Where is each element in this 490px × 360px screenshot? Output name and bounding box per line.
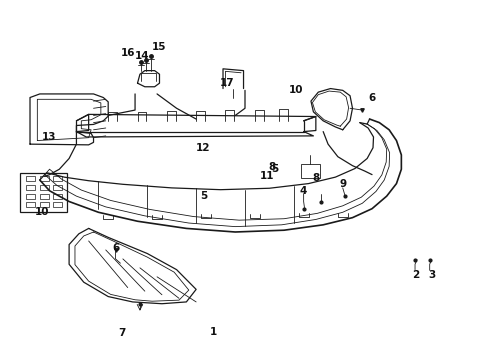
Text: 6: 6 — [112, 243, 119, 253]
Text: 14: 14 — [135, 51, 150, 61]
Text: 5: 5 — [200, 191, 207, 201]
Text: 5: 5 — [270, 164, 278, 174]
Bar — [53, 194, 62, 199]
Bar — [26, 185, 35, 190]
Bar — [40, 194, 49, 199]
Text: 10: 10 — [289, 85, 303, 95]
Text: 6: 6 — [368, 93, 376, 103]
Text: 15: 15 — [152, 42, 167, 52]
Text: 16: 16 — [121, 48, 135, 58]
Text: 1: 1 — [210, 327, 217, 337]
Text: 13: 13 — [42, 132, 57, 142]
Text: 10: 10 — [35, 207, 49, 217]
Text: 2: 2 — [413, 270, 419, 280]
Text: 4: 4 — [300, 186, 307, 196]
Text: 11: 11 — [260, 171, 274, 181]
Text: 12: 12 — [196, 143, 211, 153]
Bar — [26, 202, 35, 207]
Text: 3: 3 — [428, 270, 435, 280]
Text: 7: 7 — [118, 328, 125, 338]
Bar — [301, 164, 320, 178]
Bar — [53, 185, 62, 190]
Bar — [40, 202, 49, 207]
Bar — [20, 173, 67, 212]
Text: 17: 17 — [220, 78, 235, 88]
Text: 9: 9 — [339, 179, 346, 189]
Bar — [40, 176, 49, 181]
Bar — [40, 185, 49, 190]
Bar — [26, 176, 35, 181]
Text: 8: 8 — [268, 162, 275, 172]
Bar — [53, 176, 62, 181]
Bar — [53, 202, 62, 207]
Bar — [26, 194, 35, 199]
Text: 8: 8 — [312, 173, 319, 183]
